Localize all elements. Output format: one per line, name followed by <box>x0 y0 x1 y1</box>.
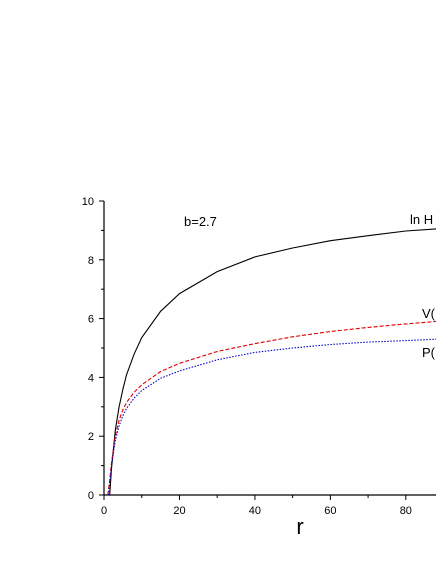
chart-ticks: 0 20 40 60 80 0 2 4 6 8 10 <box>82 196 412 517</box>
y-tick-label: 6 <box>88 314 94 326</box>
x-tick-label: 80 <box>400 505 412 517</box>
series-line-2 <box>107 320 436 496</box>
x-tick-label: 20 <box>173 505 185 517</box>
series-label-2: V( <box>422 306 436 321</box>
chart-axes <box>103 201 436 496</box>
chart-labels: ln H V( P( <box>410 212 436 360</box>
y-tick-label: 10 <box>82 196 94 208</box>
annotation-b: b=2.7 <box>184 214 217 229</box>
series-label-1: ln H <box>410 212 433 227</box>
y-tick-label: 4 <box>88 372 94 384</box>
x-tick-label: 0 <box>101 505 107 517</box>
series-line-3 <box>107 338 436 496</box>
x-tick-label: 40 <box>249 505 261 517</box>
y-tick-label: 0 <box>88 490 94 502</box>
series-label-3: P( <box>422 345 436 360</box>
x-axis-label: r <box>296 514 303 539</box>
y-tick-label: 2 <box>88 431 94 443</box>
x-tick-label: 60 <box>324 505 336 517</box>
chart-series <box>107 228 436 496</box>
series-line-1 <box>109 228 436 496</box>
y-tick-label: 8 <box>88 255 94 267</box>
